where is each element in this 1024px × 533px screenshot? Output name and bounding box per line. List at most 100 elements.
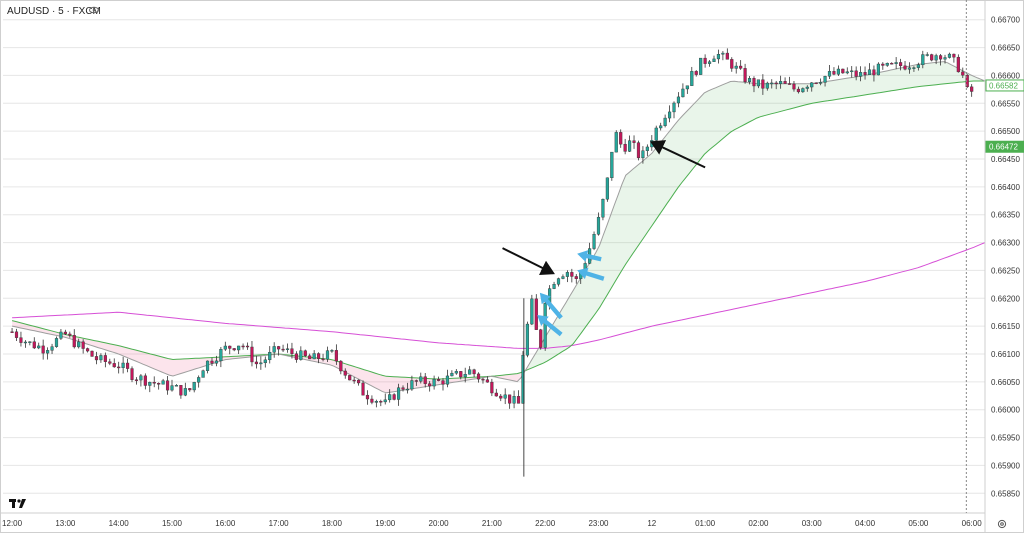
candle-bull <box>934 55 938 61</box>
candle-bear <box>863 72 867 75</box>
candle-bear <box>694 71 698 75</box>
candle-bear <box>783 81 787 84</box>
candle-bear <box>930 54 934 61</box>
x-tick-label: 14:00 <box>109 519 130 528</box>
candle-bear <box>494 392 498 397</box>
candle-bull <box>947 53 952 58</box>
candle-bull <box>525 323 529 356</box>
candle-bull <box>450 372 454 377</box>
candle-bear <box>841 68 845 74</box>
candle-bull <box>556 278 561 285</box>
candle-bull <box>921 54 925 66</box>
y-tick-label: 0.65950 <box>991 434 1020 443</box>
candle-bear <box>739 65 743 69</box>
candle-bear <box>165 380 170 391</box>
candle-bear <box>281 348 285 351</box>
candle-bull <box>530 298 534 325</box>
candle-bull <box>174 385 179 387</box>
candle-bear <box>134 379 139 381</box>
candle-bear <box>90 350 94 357</box>
x-tick-label: 22:00 <box>535 519 556 528</box>
candle-bear <box>516 396 521 404</box>
candle-bull <box>721 52 725 55</box>
y-tick-label: 0.66150 <box>991 322 1020 331</box>
candle-bear <box>357 379 361 384</box>
candle-bear <box>103 355 107 362</box>
candle-bear <box>636 142 641 159</box>
candle-bull <box>263 359 267 364</box>
eye-icon[interactable] <box>89 6 99 14</box>
y-tick-label: 0.66700 <box>991 16 1020 25</box>
grid <box>3 19 985 494</box>
candle-bull <box>645 146 649 151</box>
candle-bull <box>845 71 849 74</box>
candle-bull <box>197 377 201 383</box>
tradingview-logo-icon[interactable] <box>9 499 26 508</box>
candle-bear <box>490 381 494 394</box>
candle-bear <box>508 394 512 404</box>
candle-bull <box>565 272 569 277</box>
y-tick-label: 0.66300 <box>991 239 1020 248</box>
candle-bull <box>50 346 54 351</box>
candle-bull <box>23 341 27 344</box>
candle-bull <box>285 348 290 350</box>
candle-bull <box>827 71 832 77</box>
x-axis-labels: 12:00 13:00 14:00 15:00 16:00 17:00 18:00 19:00… <box>2 519 982 528</box>
y-tick-label: 0.66450 <box>991 155 1020 164</box>
candle-bear <box>228 345 232 349</box>
y-tick-label: 0.66050 <box>991 378 1020 387</box>
cloud-bull <box>528 61 985 370</box>
y-tick-label: 0.66550 <box>991 99 1020 108</box>
candle-bull <box>916 64 920 68</box>
candle-bear <box>157 383 161 385</box>
candle-bear <box>130 368 134 380</box>
candle-bear <box>41 345 45 354</box>
candle-bull <box>770 82 774 85</box>
candle-bull <box>850 70 854 73</box>
y-axis-labels: 0.66700 0.66650 0.66600 0.66550 0.66500 0.664… <box>991 16 1020 499</box>
blue-arrow <box>577 267 605 281</box>
candle-bear <box>970 86 974 92</box>
candle-bull <box>383 399 387 403</box>
candle-bull <box>663 117 667 126</box>
x-tick-label: 02:00 <box>748 519 769 528</box>
candle-bull <box>659 125 663 129</box>
candle-bear <box>872 69 876 76</box>
candle-bull <box>259 362 263 365</box>
x-tick-label: 01:00 <box>695 519 716 528</box>
candle-bull <box>716 54 721 60</box>
blue-arrow <box>539 292 563 320</box>
candlesticks <box>10 48 974 477</box>
candle-bear <box>938 55 943 60</box>
candle-bull <box>374 401 378 403</box>
candle-bear <box>436 378 441 381</box>
candle-bull <box>614 132 618 153</box>
candle-bear <box>952 53 956 58</box>
candle-bull <box>325 350 330 360</box>
candle-bull <box>823 76 827 83</box>
candle-bear <box>241 345 245 348</box>
candle-bull <box>139 375 143 381</box>
candle-bull <box>747 78 752 83</box>
candle-bull <box>912 67 916 69</box>
candle-bear <box>796 88 800 93</box>
candle-bull <box>712 58 716 62</box>
candle-bull <box>734 65 738 69</box>
candle-bear <box>72 335 76 348</box>
candle-bear <box>365 394 370 400</box>
candle-bull <box>46 350 50 354</box>
y-tick-label: 0.66000 <box>991 406 1020 415</box>
candle-bear <box>472 369 476 375</box>
x-tick-label: 13:00 <box>55 519 76 528</box>
gear-icon[interactable] <box>997 519 1007 529</box>
candle-bear <box>570 272 574 277</box>
annotation-arrows <box>502 140 706 337</box>
candle-bear <box>481 378 485 381</box>
candle-bull <box>54 338 59 347</box>
black-arrow <box>502 247 555 276</box>
candle-bear <box>108 361 112 364</box>
candle-bull <box>894 62 898 64</box>
candle-bear <box>401 387 405 390</box>
candle-bear <box>63 331 67 335</box>
